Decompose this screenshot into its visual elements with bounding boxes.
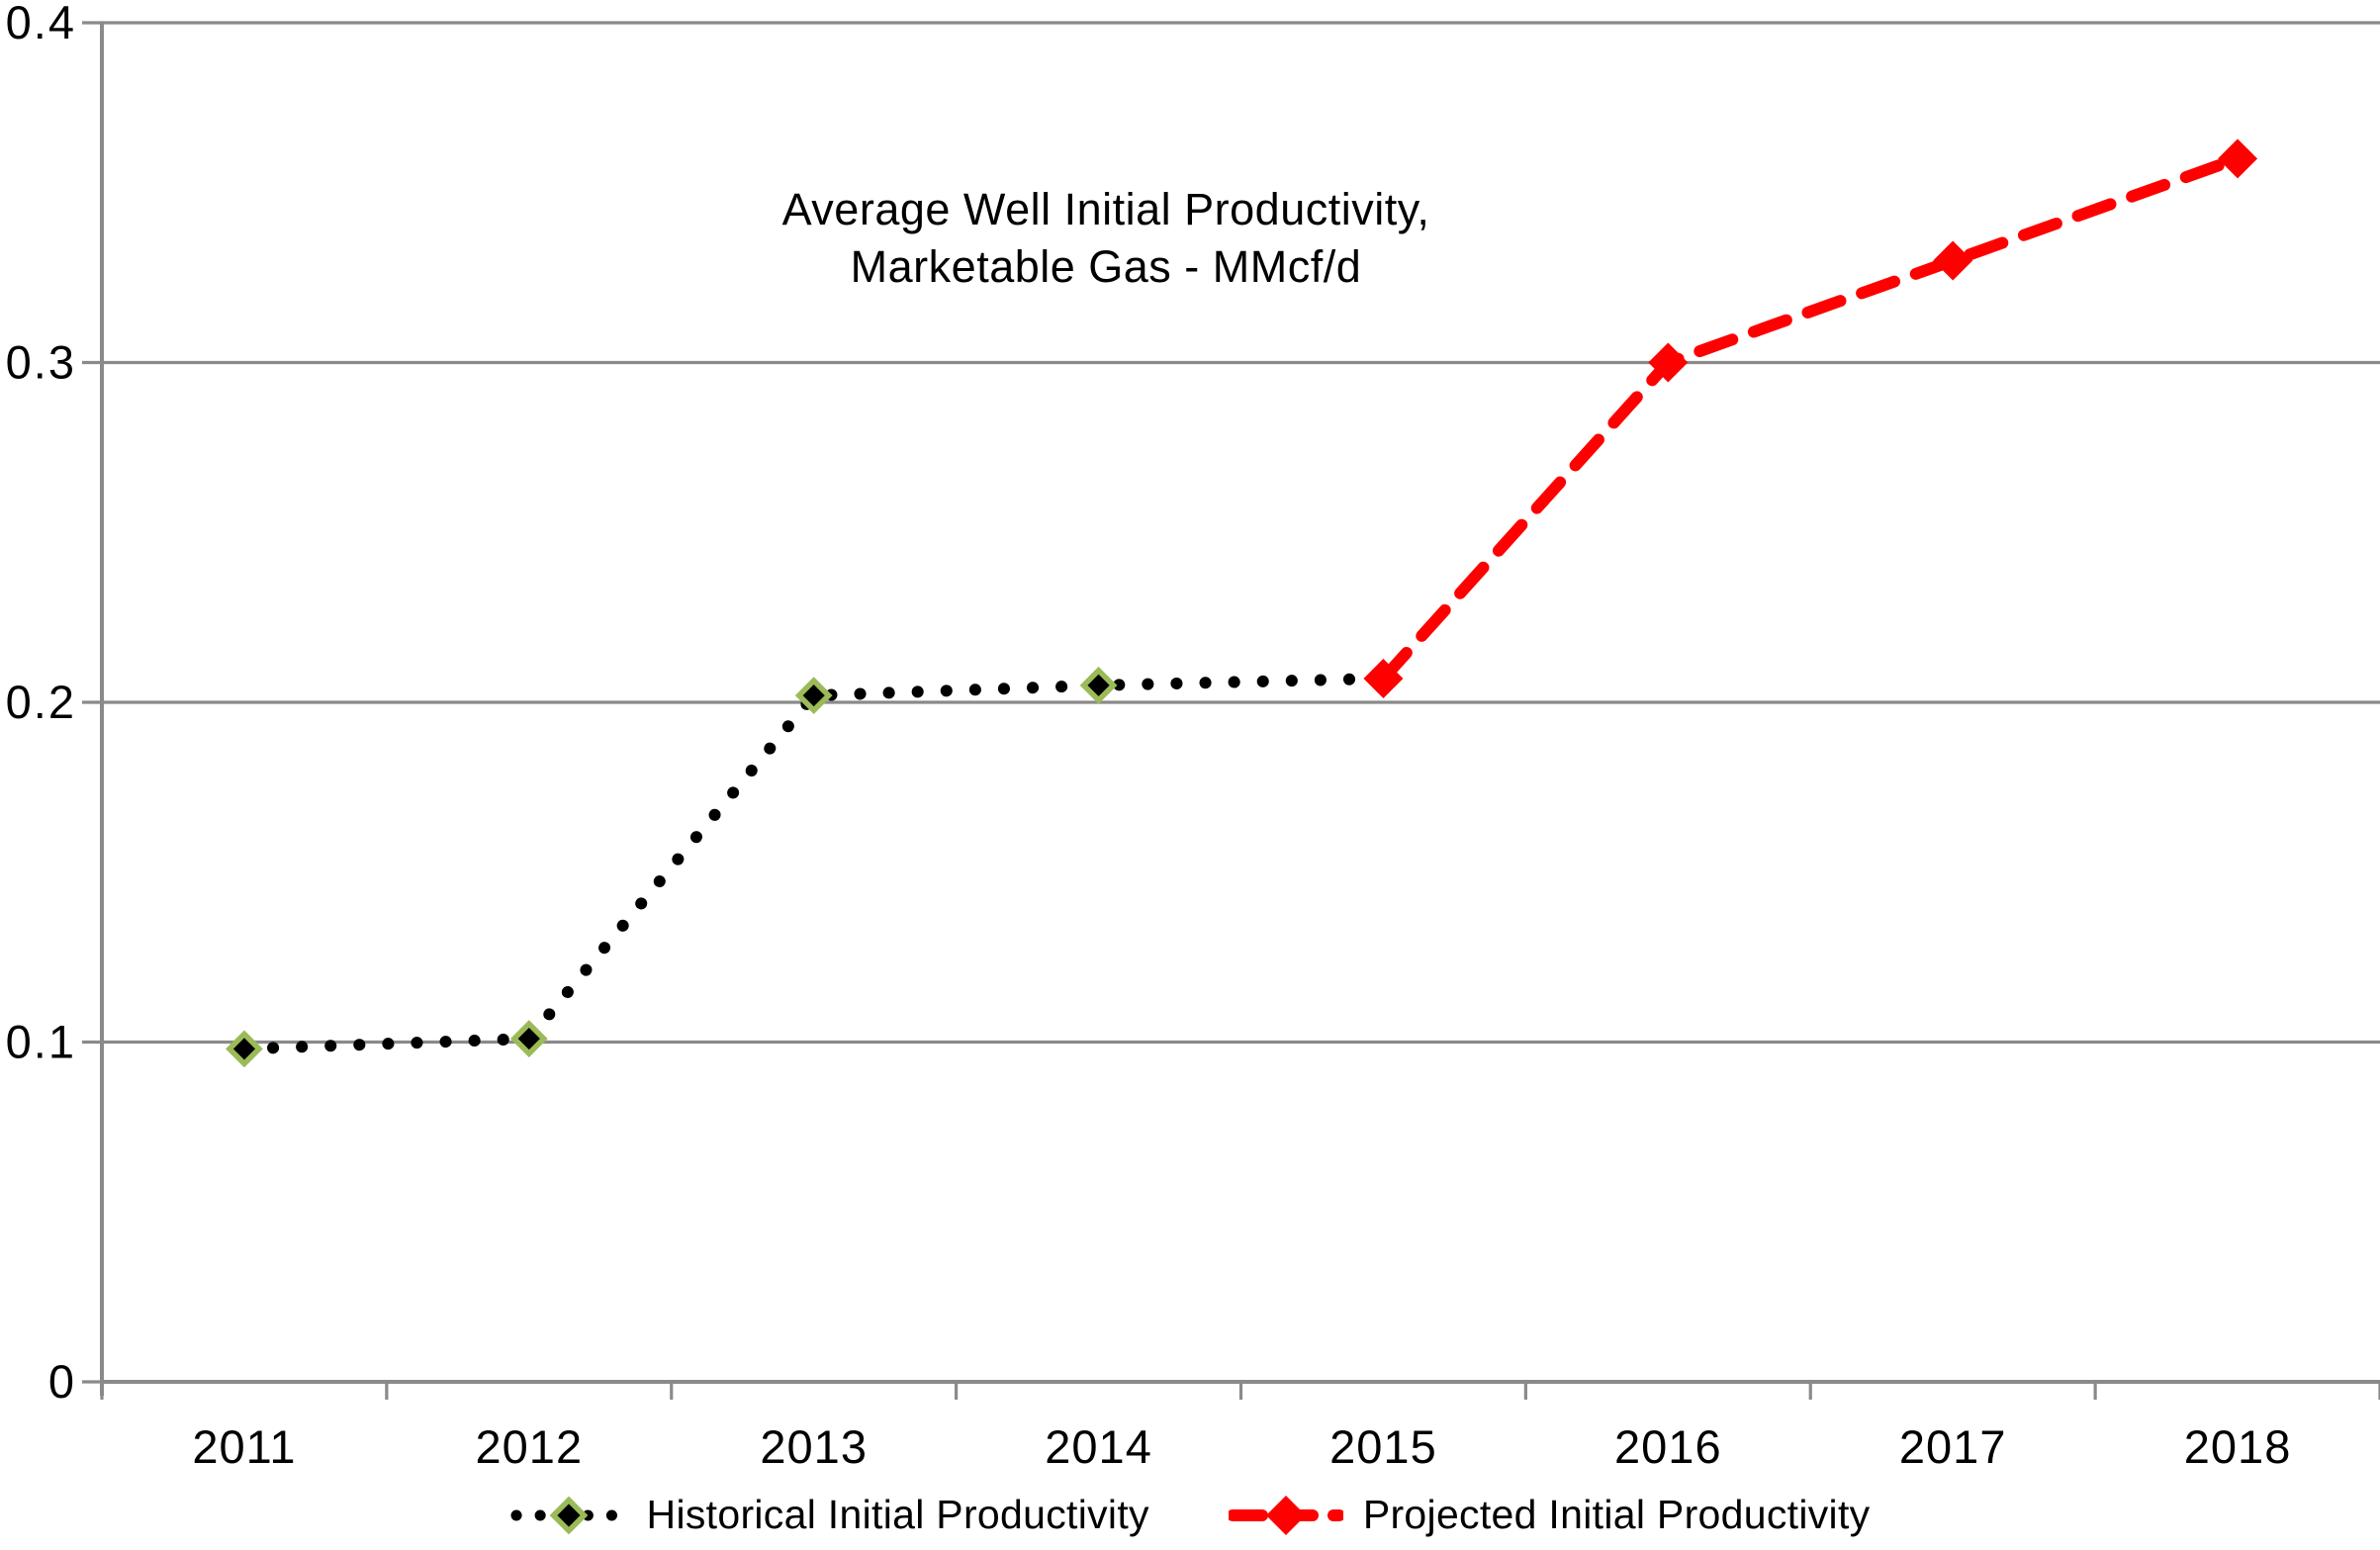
y-axis-tick-label: 0 [48,1355,76,1408]
y-axis-tick-label: 0.3 [6,336,76,389]
chart-title-line2: Marketable Gas - MMcf/d [850,240,1362,292]
projected-series-line [1377,152,2244,684]
legend-label-projected: Projected Initial Productivity [1362,1492,1871,1537]
historical-line-diamond-icon [510,1496,627,1534]
x-axis-tick-label: 2012 [476,1420,584,1473]
projected-marker-diamond-icon [1933,240,1973,281]
chart-title: Average Well Initial Productivity, Marke… [102,181,2110,295]
historical-marker-diamond-icon [1079,666,1118,704]
historical-series-line [237,672,1390,1055]
y-axis-tick-label: 0.1 [6,1016,76,1068]
x-axis-tick-label: 2011 [192,1420,296,1473]
projected-marker-diamond-icon [1363,658,1404,698]
y-axis-tick-label: 0.4 [6,0,76,48]
legend: Historical Initial Productivity Projecte… [0,1492,2380,1538]
historical-marker-diamond-icon [226,1030,263,1068]
projected-line-diamond-icon [1228,1495,1343,1535]
x-axis-tick-label: 2013 [760,1420,868,1473]
historical-marker-diamond-icon [794,677,833,715]
projected-marker-diamond-icon [2218,138,2258,179]
y-axis-tick-label: 0.2 [6,676,76,728]
historical-marker-diamond-icon [509,1020,548,1057]
x-axis-tick-label: 2017 [1899,1420,2007,1473]
x-axis-tick-label: 2016 [1614,1420,1722,1473]
x-axis-tick-label: 2015 [1329,1420,1437,1473]
x-axis-tick-label: 2018 [2184,1420,2292,1473]
chart-title-line1: Average Well Initial Productivity, [781,184,1430,234]
x-axis-tick-label: 2014 [1045,1420,1152,1473]
projected-marker-diamond-icon [1648,342,1689,383]
legend-item-historical: Historical Initial Productivity [510,1492,1149,1538]
legend-item-projected: Projected Initial Productivity [1228,1492,1871,1538]
legend-label-historical: Historical Initial Productivity [646,1492,1149,1537]
